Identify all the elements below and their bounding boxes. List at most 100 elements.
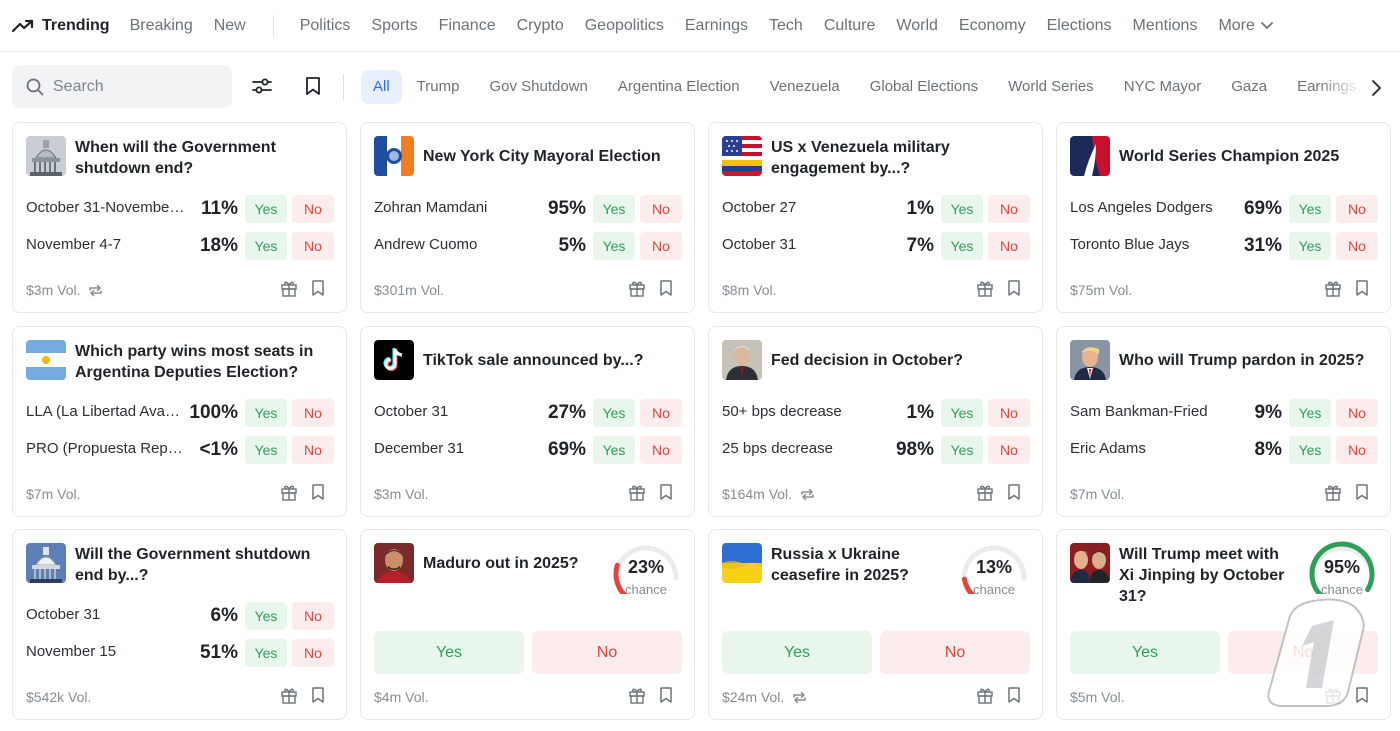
yes-button[interactable]: Yes bbox=[1289, 436, 1331, 464]
buy-yes-button[interactable]: Yes bbox=[374, 631, 524, 674]
no-button[interactable]: No bbox=[988, 436, 1030, 464]
chip-argentina-election[interactable]: Argentina Election bbox=[617, 78, 740, 95]
bookmark-icon[interactable] bbox=[658, 483, 674, 501]
card-title[interactable]: New York City Mayoral Election bbox=[423, 148, 661, 165]
nav-geopolitics[interactable]: Geopolitics bbox=[584, 16, 664, 34]
bookmark-icon[interactable] bbox=[1006, 483, 1022, 501]
no-button[interactable]: No bbox=[640, 436, 682, 464]
no-button[interactable]: No bbox=[292, 639, 334, 667]
gift-icon[interactable] bbox=[1324, 279, 1342, 297]
chip-world-series[interactable]: World Series bbox=[1008, 78, 1094, 95]
no-button[interactable]: No bbox=[292, 232, 334, 260]
no-button[interactable]: No bbox=[1336, 195, 1378, 223]
gift-icon[interactable] bbox=[628, 686, 646, 704]
chip-all[interactable]: All bbox=[361, 70, 402, 104]
card-title[interactable]: TikTok sale announced by...? bbox=[423, 352, 644, 369]
no-button[interactable]: No bbox=[988, 195, 1030, 223]
card-title[interactable]: Fed decision in October? bbox=[771, 352, 964, 369]
yes-button[interactable]: Yes bbox=[941, 195, 983, 223]
no-button[interactable]: No bbox=[1336, 436, 1378, 464]
bookmark-icon[interactable] bbox=[658, 279, 674, 297]
yes-button[interactable]: Yes bbox=[1289, 232, 1331, 260]
card-title[interactable]: Will Trump meet with Xi Jinping by Octob… bbox=[1119, 546, 1285, 605]
nav-mentions[interactable]: Mentions bbox=[1132, 16, 1198, 34]
bookmark-icon[interactable] bbox=[1354, 686, 1370, 704]
nav-world[interactable]: World bbox=[896, 16, 938, 34]
search-box[interactable] bbox=[12, 65, 232, 108]
nav-elections[interactable]: Elections bbox=[1046, 16, 1112, 34]
bookmark-icon[interactable] bbox=[1354, 483, 1370, 501]
market-card[interactable]: US x Venezuela military engagement by...… bbox=[708, 122, 1043, 313]
no-button[interactable]: No bbox=[292, 436, 334, 464]
nav-politics[interactable]: Politics bbox=[299, 16, 351, 34]
chip-venezuela[interactable]: Venezuela bbox=[769, 78, 840, 95]
yes-button[interactable]: Yes bbox=[245, 399, 287, 427]
market-card[interactable]: Which party wins most seats in Argentina… bbox=[12, 326, 347, 517]
nav-crypto[interactable]: Crypto bbox=[516, 16, 564, 34]
bookmark-icon[interactable] bbox=[1006, 279, 1022, 297]
nav-culture[interactable]: Culture bbox=[823, 16, 876, 34]
yes-button[interactable]: Yes bbox=[1289, 195, 1331, 223]
gift-icon[interactable] bbox=[280, 483, 298, 501]
no-button[interactable]: No bbox=[1336, 399, 1378, 427]
yes-button[interactable]: Yes bbox=[245, 436, 287, 464]
market-card[interactable]: Who will Trump pardon in 2025? Sam Bankm… bbox=[1056, 326, 1391, 517]
bookmark-icon[interactable] bbox=[658, 686, 674, 704]
chip-global-elections[interactable]: Global Elections bbox=[869, 78, 979, 95]
bookmark-icon[interactable] bbox=[310, 279, 326, 297]
search-input[interactable] bbox=[53, 77, 213, 96]
gift-icon[interactable] bbox=[280, 279, 298, 297]
chip-trump[interactable]: Trump bbox=[416, 78, 460, 95]
binary-market-card[interactable]: Maduro out in 2025? 23% chance Yes No $4… bbox=[360, 529, 695, 720]
no-button[interactable]: No bbox=[292, 602, 334, 630]
yes-button[interactable]: Yes bbox=[245, 602, 287, 630]
market-card[interactable]: Will the Government shutdown end by...? … bbox=[12, 529, 347, 720]
no-button[interactable]: No bbox=[640, 195, 682, 223]
gift-icon[interactable] bbox=[976, 279, 994, 297]
no-button[interactable]: No bbox=[988, 232, 1030, 260]
market-card[interactable]: Fed decision in October? 50+ bps decreas… bbox=[708, 326, 1043, 517]
buy-no-button[interactable]: No bbox=[1228, 631, 1378, 674]
yes-button[interactable]: Yes bbox=[245, 639, 287, 667]
yes-button[interactable]: Yes bbox=[593, 399, 635, 427]
market-card[interactable]: New York City Mayoral Election Zohran Ma… bbox=[360, 122, 695, 313]
card-title[interactable]: US x Venezuela military engagement by...… bbox=[771, 139, 950, 177]
chip-gaza[interactable]: Gaza bbox=[1231, 78, 1268, 95]
yes-button[interactable]: Yes bbox=[245, 195, 287, 223]
nav-trending[interactable]: Trending bbox=[12, 17, 110, 35]
gift-icon[interactable] bbox=[628, 483, 646, 501]
bookmark-icon[interactable] bbox=[1354, 279, 1370, 297]
no-button[interactable]: No bbox=[1336, 232, 1378, 260]
card-title[interactable]: Which party wins most seats in Argentina… bbox=[75, 343, 314, 381]
buy-no-button[interactable]: No bbox=[880, 631, 1030, 674]
yes-button[interactable]: Yes bbox=[941, 232, 983, 260]
gift-icon[interactable] bbox=[1324, 686, 1342, 704]
bookmarks-filter-button[interactable] bbox=[301, 74, 325, 98]
chip-nyc-mayor[interactable]: NYC Mayor bbox=[1123, 78, 1202, 95]
chevron-right-icon[interactable] bbox=[1366, 78, 1386, 98]
nav-breaking[interactable]: Breaking bbox=[129, 16, 193, 34]
market-card[interactable]: When will the Government shutdown end? O… bbox=[12, 122, 347, 313]
yes-button[interactable]: Yes bbox=[1289, 399, 1331, 427]
nav-sports[interactable]: Sports bbox=[371, 16, 418, 34]
gift-icon[interactable] bbox=[628, 279, 646, 297]
nav-new[interactable]: New bbox=[213, 16, 246, 34]
card-title[interactable]: Who will Trump pardon in 2025? bbox=[1119, 352, 1365, 369]
yes-button[interactable]: Yes bbox=[941, 399, 983, 427]
no-button[interactable]: No bbox=[292, 195, 334, 223]
yes-button[interactable]: Yes bbox=[593, 436, 635, 464]
binary-market-card[interactable]: Russia x Ukraine ceasefire in 2025? 13% … bbox=[708, 529, 1043, 720]
no-button[interactable]: No bbox=[988, 399, 1030, 427]
no-button[interactable]: No bbox=[292, 399, 334, 427]
card-title[interactable]: Will the Government shutdown end by...? bbox=[75, 546, 311, 584]
chip-gov-shutdown[interactable]: Gov Shutdown bbox=[489, 78, 588, 95]
gift-icon[interactable] bbox=[976, 686, 994, 704]
binary-market-card[interactable]: Will Trump meet with Xi Jinping by Octob… bbox=[1056, 529, 1391, 720]
card-title[interactable]: Russia x Ukraine ceasefire in 2025? bbox=[771, 546, 909, 584]
nav-earnings[interactable]: Earnings bbox=[684, 16, 749, 34]
bookmark-icon[interactable] bbox=[1006, 686, 1022, 704]
gift-icon[interactable] bbox=[976, 483, 994, 501]
bookmark-icon[interactable] bbox=[310, 483, 326, 501]
buy-yes-button[interactable]: Yes bbox=[722, 631, 872, 674]
bookmark-icon[interactable] bbox=[310, 686, 326, 704]
